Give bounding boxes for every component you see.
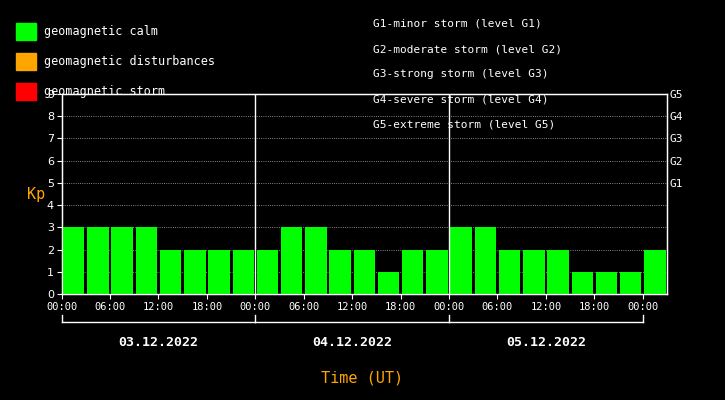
Text: geomagnetic storm: geomagnetic storm (44, 85, 165, 98)
Bar (112, 227, 133, 294)
Bar (523, 250, 544, 294)
Text: 03.12.2022: 03.12.2022 (118, 336, 199, 348)
Bar (547, 250, 568, 294)
Bar (426, 250, 447, 294)
Bar (257, 250, 278, 294)
Y-axis label: Kp: Kp (27, 186, 45, 202)
Text: geomagnetic disturbances: geomagnetic disturbances (44, 55, 215, 68)
Bar (329, 250, 351, 294)
Text: geomagnetic calm: geomagnetic calm (44, 25, 157, 38)
Text: G2-moderate storm (level G2): G2-moderate storm (level G2) (373, 44, 563, 54)
Text: G5-extreme storm (level G5): G5-extreme storm (level G5) (373, 120, 555, 130)
Bar (450, 227, 472, 294)
Text: 05.12.2022: 05.12.2022 (506, 336, 586, 348)
Bar (402, 250, 423, 294)
Bar (596, 272, 617, 294)
Bar (281, 227, 302, 294)
Text: Time (UT): Time (UT) (321, 370, 404, 386)
Text: G3-strong storm (level G3): G3-strong storm (level G3) (373, 70, 549, 80)
Bar (499, 250, 521, 294)
Text: G4-severe storm (level G4): G4-severe storm (level G4) (373, 95, 549, 105)
Bar (475, 227, 496, 294)
Bar (378, 272, 399, 294)
Bar (184, 250, 205, 294)
Text: 04.12.2022: 04.12.2022 (312, 336, 392, 348)
Bar (63, 227, 84, 294)
Bar (571, 272, 593, 294)
Bar (87, 227, 109, 294)
Bar (620, 272, 642, 294)
Bar (208, 250, 230, 294)
Bar (305, 227, 326, 294)
Bar (136, 227, 157, 294)
Bar (645, 250, 666, 294)
Text: G1-minor storm (level G1): G1-minor storm (level G1) (373, 19, 542, 29)
Bar (233, 250, 254, 294)
Bar (354, 250, 375, 294)
Bar (160, 250, 181, 294)
